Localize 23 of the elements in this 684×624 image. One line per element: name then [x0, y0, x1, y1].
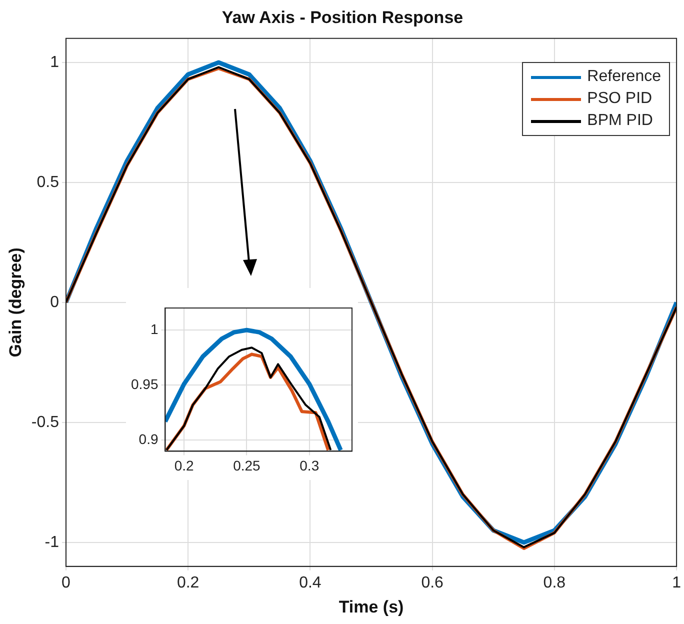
y-tick-label: 0.5 — [36, 174, 60, 191]
y-tick-label: 1 — [50, 54, 60, 71]
x-axis-title: Time (s) — [338, 597, 404, 616]
x-tick-label: 0.3 — [300, 457, 320, 474]
y-tick-label: 0.95 — [131, 376, 158, 392]
y-tick-label: 1 — [150, 320, 158, 337]
x-tick-label: 0.6 — [421, 574, 444, 592]
legend-label: PSO PID — [587, 90, 652, 108]
y-tick-label: 0 — [50, 294, 60, 311]
x-tick-label: 0.2 — [176, 574, 200, 592]
chart-title: Yaw Axis - Position Response — [222, 8, 464, 27]
x-tick-label: 0.4 — [299, 574, 322, 592]
x-tick-label: 0 — [62, 574, 71, 592]
y-axis-title: Gain (degree) — [6, 248, 25, 358]
y-tick-label: -1 — [44, 534, 60, 551]
x-tick-label: 0.2 — [174, 457, 194, 474]
y-tick-label: -0.5 — [31, 414, 60, 431]
y-tick-label: 0.9 — [138, 431, 158, 448]
legend-label: Reference — [587, 68, 661, 86]
x-tick-label: 1 — [672, 574, 682, 592]
legend-label: BPM PID — [587, 112, 653, 130]
x-tick-label: 0.8 — [543, 574, 566, 592]
x-tick-label: 0.25 — [233, 457, 261, 474]
